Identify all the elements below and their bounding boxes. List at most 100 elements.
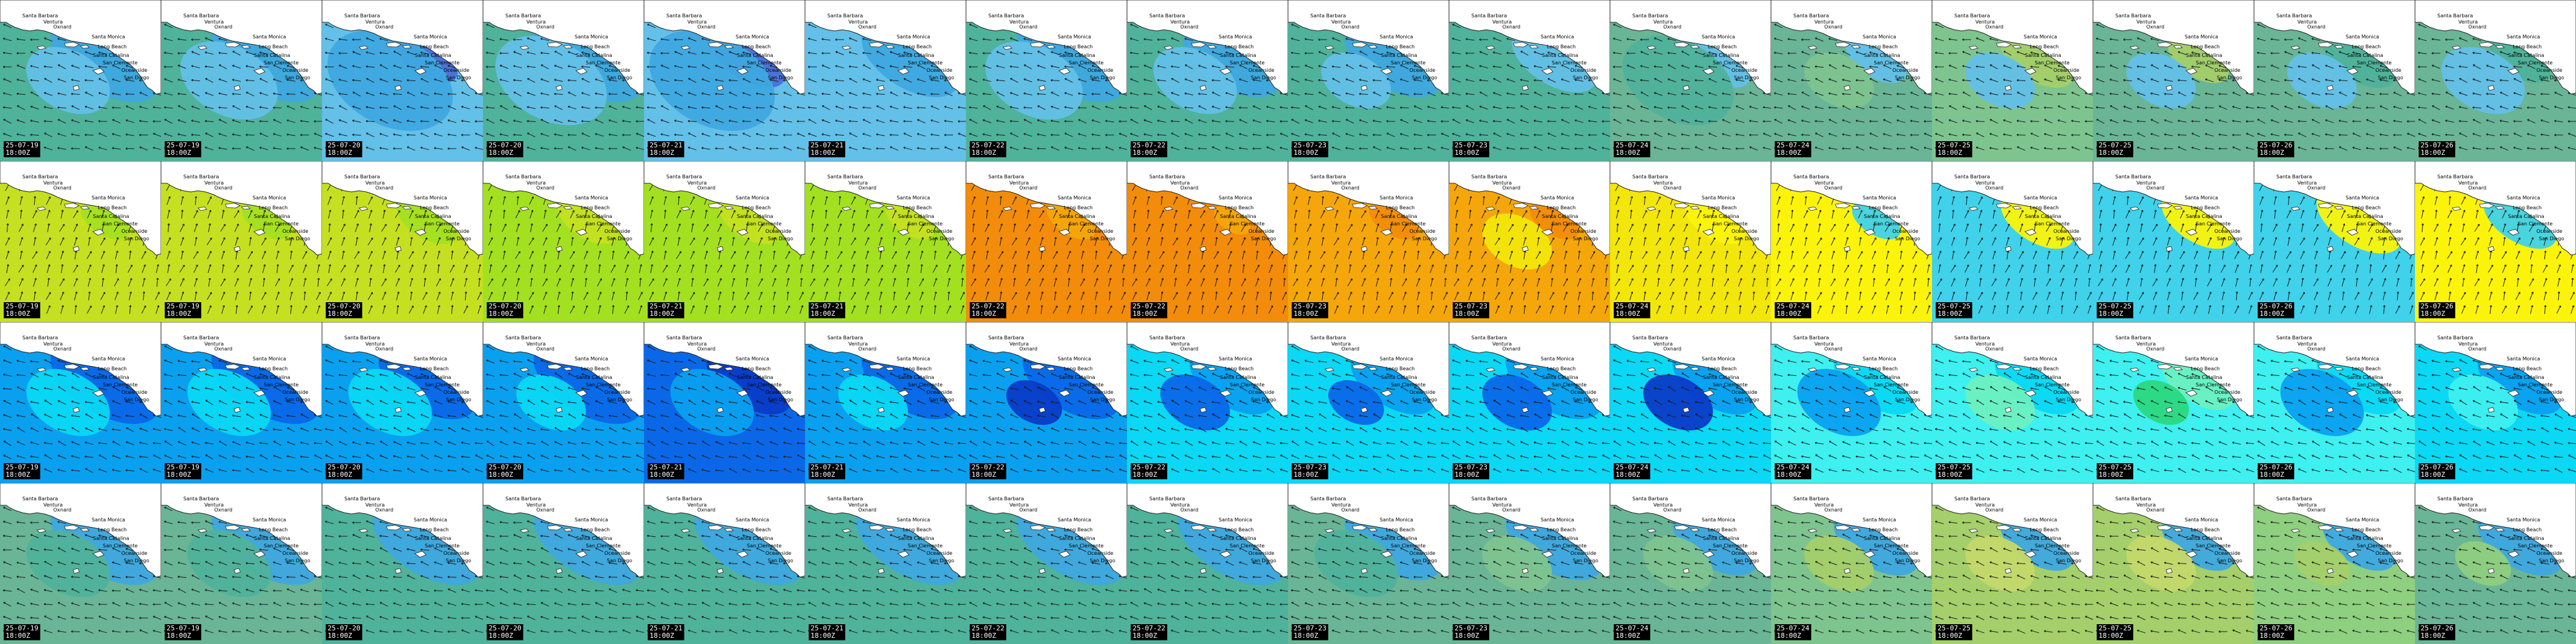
place-label: Ventura — [1653, 180, 1673, 186]
island — [1038, 246, 1046, 252]
forecast-map-tile: Santa Barbara Ventura Oxnard Santa Monica Lo… — [161, 483, 322, 644]
place-label: Santa Barbara — [1632, 496, 1668, 502]
island — [1325, 45, 1334, 50]
place-label: Santa Monica — [1702, 34, 1735, 40]
place-label: San Clemente — [2518, 221, 2552, 227]
timestamp-label: 25-07-20 18:00Z — [326, 141, 362, 157]
place-label: Oxnard — [1985, 24, 2003, 30]
island — [1352, 202, 1368, 209]
island — [1529, 45, 1539, 49]
place-label: Oxnard — [1824, 507, 1842, 513]
place-label: Ventura — [43, 341, 63, 347]
island — [1191, 524, 1207, 531]
coastline-land — [1288, 161, 1449, 256]
island — [253, 550, 266, 558]
island — [1808, 206, 1817, 211]
place-label: Long Beach — [2030, 205, 2059, 211]
place-label: Long Beach — [98, 205, 127, 211]
place-label: Santa Barbara — [505, 13, 541, 19]
place-label: Ventura — [687, 502, 707, 508]
place-label: Oceanside — [1248, 550, 1274, 556]
island — [241, 367, 251, 371]
timestamp-label: 25-07-20 18:00Z — [487, 141, 523, 157]
value-zone — [1684, 196, 1746, 245]
place-label: Oxnard — [53, 507, 71, 513]
place-label: Santa Monica — [2024, 195, 2057, 201]
place-label: Santa Catalina — [1059, 375, 1095, 380]
island — [708, 524, 724, 531]
forecast-time: 18:00Z — [489, 471, 521, 479]
place-label: Santa Catalina — [2508, 375, 2544, 380]
place-label: Ventura — [1170, 19, 1190, 25]
coastline-land — [161, 322, 322, 417]
place-label: Santa Catalina — [93, 536, 129, 541]
island — [359, 45, 368, 50]
island — [1682, 407, 1690, 413]
island — [80, 45, 90, 49]
place-label: Oceanside — [604, 389, 630, 395]
island — [1808, 45, 1817, 50]
island — [394, 246, 402, 252]
coastline-land — [966, 322, 1127, 417]
place-label: San Clemente — [103, 543, 137, 549]
forecast-date: 25-07-21 — [650, 464, 682, 471]
place-label: Santa Monica — [92, 356, 125, 362]
place-label: Oceanside — [443, 389, 469, 395]
forecast-time: 18:00Z — [489, 149, 521, 157]
place-label: Santa Monica — [1219, 195, 1252, 201]
place-label: San Diego — [1895, 397, 1920, 402]
timestamp-label: 25-07-24 18:00Z — [1614, 624, 1650, 640]
value-zone — [2294, 541, 2350, 586]
timestamp-label: 25-07-21 18:00Z — [809, 141, 845, 157]
island — [1038, 407, 1046, 413]
place-label: Ventura — [848, 180, 868, 186]
coastline-land — [1771, 0, 1932, 95]
island — [681, 206, 690, 211]
place-label: Oxnard — [2146, 185, 2164, 191]
forecast-time: 18:00Z — [6, 310, 38, 318]
island — [2024, 389, 2037, 397]
place-label: Santa Catalina — [93, 214, 129, 219]
place-label: Oceanside — [1731, 67, 1757, 73]
place-label: Santa Catalina — [254, 214, 290, 219]
place-label: Santa Catalina — [2347, 214, 2383, 219]
place-label: Ventura — [1331, 341, 1351, 347]
forecast-map-tile: Santa Barbara Ventura Oxnard Santa Monica Lo… — [2093, 0, 2254, 161]
island — [1219, 228, 1232, 236]
place-label: Long Beach — [1708, 205, 1737, 211]
forecast-date: 25-07-20 — [328, 625, 360, 632]
island — [1843, 246, 1851, 252]
forecast-time: 18:00Z — [1455, 471, 1487, 479]
island — [414, 550, 427, 558]
island — [1207, 45, 1217, 49]
place-label: San Diego — [1734, 236, 1759, 242]
place-label: Santa Catalina — [898, 53, 934, 58]
place-label: Santa Monica — [1863, 517, 1896, 523]
place-label: Oceanside — [1892, 228, 1918, 234]
place-label: San Diego — [607, 236, 632, 242]
coastline-land — [805, 483, 966, 578]
coastline-land — [1932, 161, 2093, 256]
island — [1529, 206, 1539, 210]
island — [681, 528, 690, 533]
forecast-time: 18:00Z — [650, 149, 682, 157]
forecast-map-tile: Santa Barbara Ventura Oxnard Santa Monica Lo… — [0, 483, 161, 644]
forecast-date: 25-07-24 — [1616, 303, 1648, 310]
place-label: San Clemente — [2196, 221, 2230, 227]
forecast-map-tile: Santa Barbara Ventura Oxnard Santa Monica Lo… — [1932, 0, 2093, 161]
value-zone — [187, 529, 271, 598]
island — [2507, 550, 2520, 558]
forecast-time: 18:00Z — [650, 632, 682, 640]
forecast-date: 25-07-25 — [1938, 303, 1970, 310]
timestamp-label: 25-07-25 18:00Z — [2097, 463, 2133, 479]
place-label: Santa Catalina — [415, 536, 451, 541]
place-label: San Diego — [929, 397, 954, 402]
timestamp-label: 25-07-21 18:00Z — [648, 624, 684, 640]
coastline-land — [322, 161, 483, 256]
place-label: Santa Monica — [1702, 195, 1735, 201]
place-label: Santa Barbara — [2276, 174, 2312, 180]
place-label: San Diego — [1734, 558, 1759, 564]
place-label: Santa Catalina — [576, 375, 612, 380]
place-label: Santa Monica — [2185, 34, 2218, 40]
place-label: Santa Barbara — [183, 13, 219, 19]
